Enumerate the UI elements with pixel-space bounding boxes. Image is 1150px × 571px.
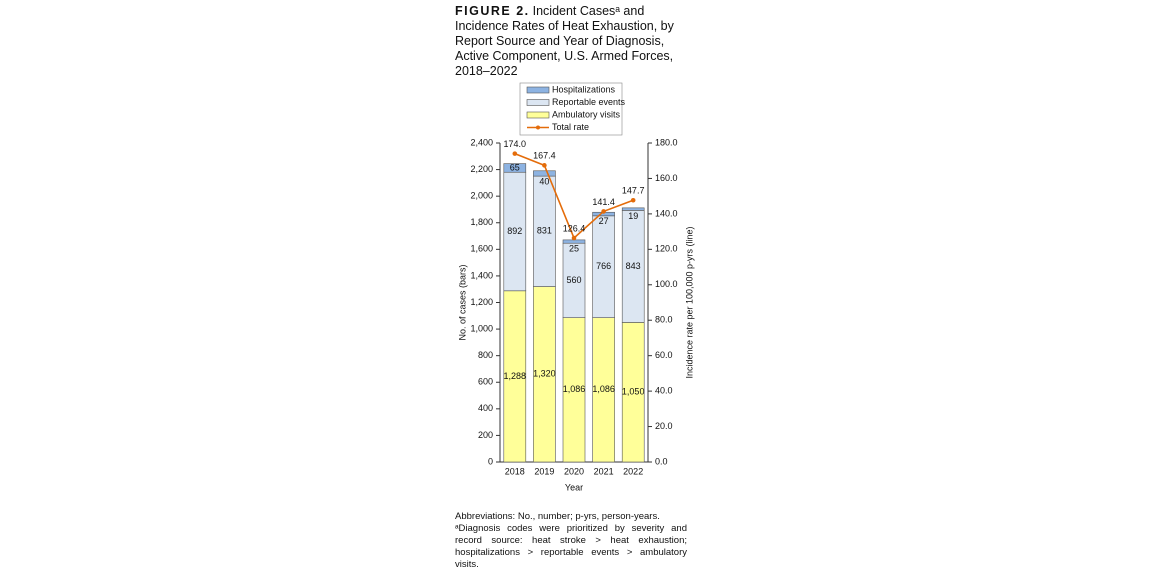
data-label: 19 — [628, 211, 638, 221]
y2-tick-label: 80.0 — [655, 315, 673, 325]
legend-swatch — [526, 111, 550, 119]
footnote: ᵃDiagnosis codes were prioritized by sev… — [455, 523, 687, 570]
y-tick-label: 1,400 — [470, 270, 493, 280]
data-label: 831 — [537, 226, 552, 236]
y2-tick-label: 140.0 — [655, 208, 678, 218]
rate-point — [630, 197, 636, 203]
figure-label: FIGURE 2. — [455, 4, 530, 18]
y-axis-label: No. of cases (bars) — [457, 264, 467, 340]
y2-tick-label: 20.0 — [655, 421, 673, 431]
y-tick-label: 0 — [488, 456, 493, 466]
x-tick-label: 2022 — [623, 466, 643, 476]
x-tick-label: 2020 — [564, 466, 584, 476]
rate-label: 141.4 — [592, 197, 615, 207]
data-label: 892 — [507, 226, 522, 236]
legend-swatch — [526, 86, 550, 94]
legend-label: Ambulatory visits — [552, 109, 621, 119]
legend-label: Total rate — [552, 122, 589, 132]
chart: 0 200 400 600 800 1,000 1,200 1,400 1,600 1,800 2,… — [457, 82, 694, 492]
y2-tick-label: 0.0 — [655, 456, 668, 466]
rate-point — [512, 151, 518, 156]
y-tick-label: 2,000 — [470, 191, 493, 201]
legend-marker — [536, 125, 540, 130]
y2-tick-label: 60.0 — [655, 350, 673, 360]
data-label: 1,050 — [622, 387, 645, 397]
data-label: 25 — [569, 244, 579, 254]
title-block: FIGURE 2. Incident Casesᵃ and Incidence R… — [455, 4, 690, 79]
x-tick-label: 2019 — [534, 466, 554, 476]
rate-point — [542, 163, 547, 168]
chart-title: Incident Casesᵃ and Incidence Rates of H… — [455, 4, 674, 78]
legend-label: Reportable events — [552, 97, 626, 107]
y-tick-label: 2,200 — [470, 164, 493, 174]
y-tick-label: 2,400 — [470, 137, 493, 147]
data-label: 843 — [626, 261, 641, 271]
data-label: 65 — [510, 162, 520, 172]
data-label: 1,320 — [533, 369, 556, 379]
legend-label: Hospitalizations — [552, 84, 616, 94]
rate-point — [601, 209, 606, 214]
footnotes: Abbreviations: No., number; p-yrs, perso… — [455, 511, 687, 571]
footnote: Abbreviations: No., number; p-yrs, perso… — [455, 511, 660, 522]
y2-tick-label: 160.0 — [655, 173, 678, 183]
data-label: 1,288 — [504, 371, 527, 381]
y-tick-label: 800 — [478, 350, 493, 360]
y-tick-label: 1,000 — [470, 323, 493, 333]
y2-tick-label: 40.0 — [655, 385, 673, 395]
y2-tick-label: 120.0 — [655, 244, 678, 254]
y-tick-label: 1,800 — [470, 217, 493, 227]
rate-label: 167.4 — [533, 151, 556, 161]
data-label: 560 — [566, 275, 581, 285]
bar-segment — [621, 207, 645, 211]
y-tick-label: 1,600 — [470, 244, 493, 254]
rate-label: 147.7 — [622, 186, 645, 196]
bar-segment — [533, 170, 556, 177]
data-label: 27 — [599, 216, 609, 226]
x-tick-label: 2021 — [594, 466, 614, 476]
data-label: 1,086 — [563, 384, 586, 394]
bar-segment — [503, 163, 527, 173]
legend-swatch — [526, 99, 550, 106]
y2-axis-label: Incidence rate per 100,000 p-yrs (line) — [684, 226, 694, 378]
rate-point — [571, 235, 577, 241]
data-label: 766 — [596, 261, 611, 271]
x-tick-label: 2018 — [505, 466, 525, 476]
y-tick-label: 200 — [478, 430, 493, 440]
y2-tick-label: 180.0 — [655, 137, 678, 147]
data-label: 1,086 — [592, 384, 615, 394]
y-tick-label: 400 — [478, 403, 493, 413]
data-label: 40 — [539, 176, 549, 186]
x-axis-label: Year — [565, 482, 583, 492]
y-tick-label: 1,200 — [470, 297, 493, 307]
y2-tick-label: 100.0 — [655, 279, 678, 289]
rate-label: 126.4 — [563, 223, 586, 233]
rate-label: 174.0 — [504, 139, 527, 149]
y-tick-label: 600 — [478, 377, 493, 387]
